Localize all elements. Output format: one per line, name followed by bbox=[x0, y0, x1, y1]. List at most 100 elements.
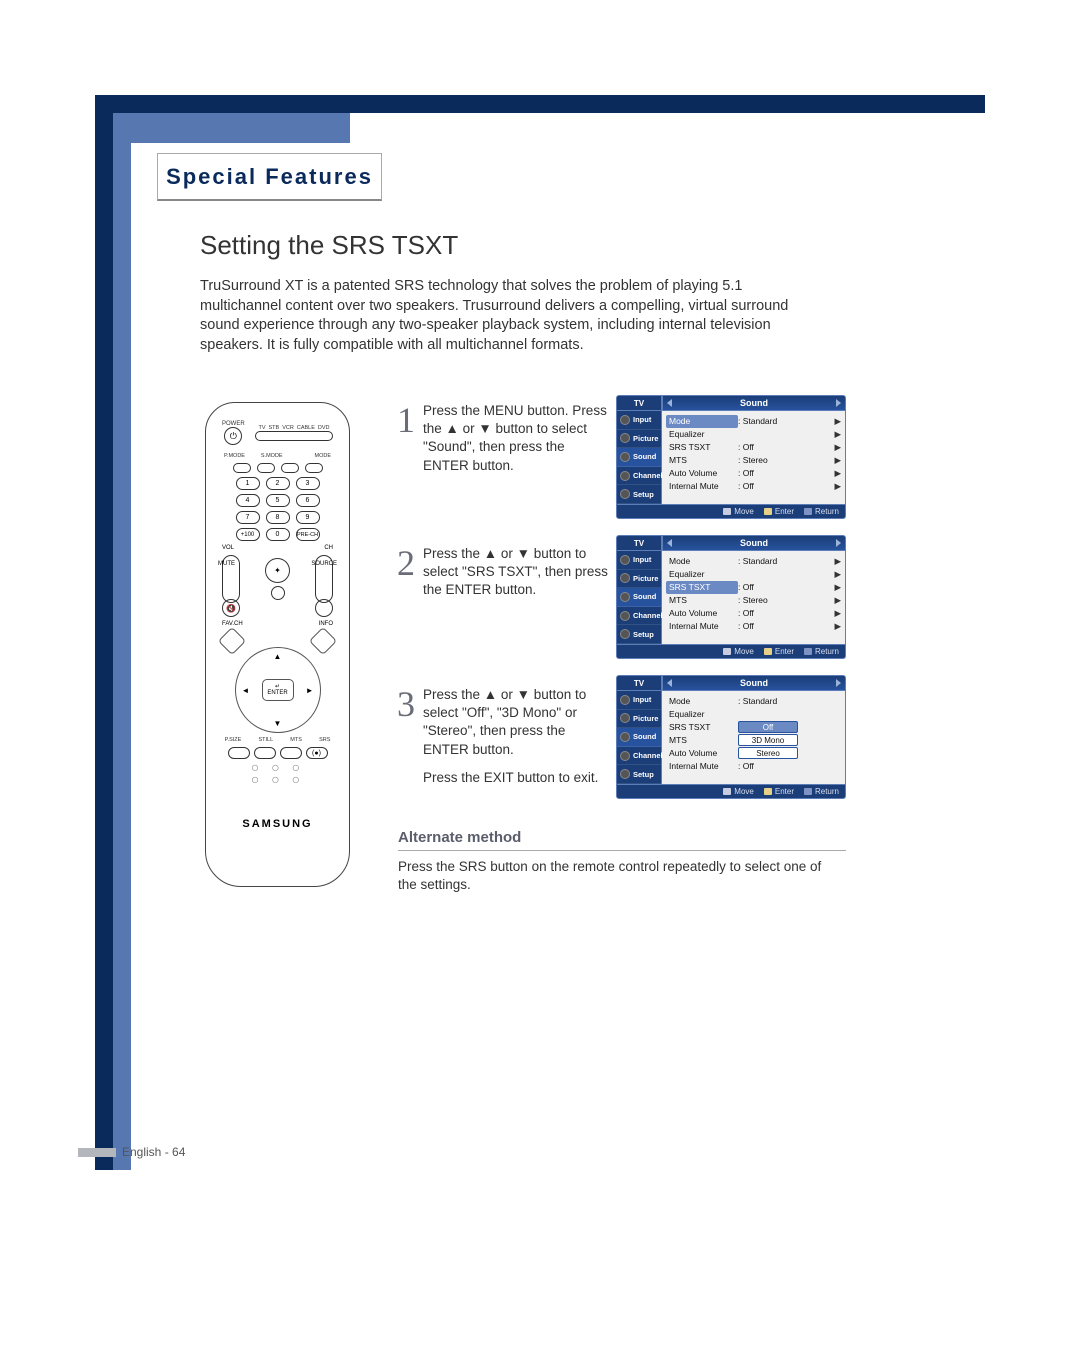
step-number: 3 bbox=[397, 686, 423, 787]
osd-option-stereo: Stereo bbox=[738, 747, 798, 759]
remote-num-2: 2 bbox=[266, 477, 290, 490]
remote-brand: SAMSUNG bbox=[242, 818, 312, 830]
remote-num-5: 5 bbox=[266, 494, 290, 507]
page-footer: English - 64 bbox=[122, 1145, 185, 1159]
osd-option-off: Off bbox=[738, 721, 798, 733]
remote-mode-label: S.MODE bbox=[261, 453, 283, 459]
osd-tab-channel: Channel bbox=[617, 607, 661, 626]
osd-enter-hint: Enter bbox=[764, 787, 794, 796]
setup-icon bbox=[620, 489, 630, 499]
step-2: 2 Press the ▲ or ▼ button to select "SRS… bbox=[397, 545, 612, 600]
remote-dpad-down-icon: ▼ bbox=[274, 719, 282, 728]
osd-tab-setup: Setup bbox=[617, 485, 661, 504]
intro-paragraph: TruSurround XT is a patented SRS technol… bbox=[200, 277, 815, 355]
remote-info-label: INFO bbox=[319, 621, 333, 627]
remote-source-button bbox=[315, 599, 333, 617]
remote-mode-label: P.MODE bbox=[224, 453, 245, 459]
remote-num-8: 8 bbox=[266, 511, 290, 524]
osd-main-panel: Mode: Standard Equalizer SRS TSXTOff MTS… bbox=[662, 691, 846, 785]
remote-enter-button: ↵ENTER bbox=[262, 679, 294, 701]
remote-dpad: ▲ ▼ ◄ ► ↵ENTER bbox=[235, 647, 321, 733]
osd-move-hint: Move bbox=[723, 507, 754, 516]
remote-mode-label: MODE bbox=[314, 453, 331, 459]
osd-sidebar: Input Picture Sound Channel Setup bbox=[616, 691, 662, 785]
page-footer-bar bbox=[78, 1148, 116, 1157]
channel-icon bbox=[620, 611, 630, 621]
remote-num-plus100: +100 bbox=[236, 528, 260, 541]
picture-icon bbox=[620, 573, 630, 583]
osd-sidebar: Input Picture Sound Channel Setup bbox=[616, 551, 662, 645]
osd-title: Sound bbox=[662, 395, 846, 411]
sound-icon bbox=[620, 452, 630, 462]
input-icon bbox=[620, 695, 630, 705]
osd-tab-channel: Channel bbox=[617, 467, 661, 486]
remote-dots-row: ○ ○ ○ bbox=[251, 775, 304, 783]
remote-illustration: POWER ⏻ TV STB VCR CABLE DVD P.MODE S.MO… bbox=[205, 402, 350, 887]
remote-num-1: 1 bbox=[236, 477, 260, 490]
remote-blank-button bbox=[281, 463, 299, 473]
remote-srs-button: (●) bbox=[306, 747, 328, 759]
remote-dpad-up-icon: ▲ bbox=[274, 652, 282, 661]
input-icon bbox=[620, 555, 630, 565]
osd-tab-channel: Channel bbox=[617, 747, 661, 766]
osd-return-hint: Return bbox=[804, 787, 839, 796]
alternate-method-divider bbox=[398, 850, 846, 851]
step-text: Press the MENU button. Press the ▲ or ▼ … bbox=[423, 402, 612, 475]
osd-return-hint: Return bbox=[804, 647, 839, 656]
sound-icon bbox=[620, 732, 630, 742]
step-text: Press the ▲ or ▼ button to select "SRS T… bbox=[423, 545, 612, 600]
remote-mode-button bbox=[305, 463, 323, 473]
osd-tab-sound: Sound bbox=[617, 588, 661, 607]
step-text-line: Press the EXIT button to exit. bbox=[423, 769, 612, 787]
remote-num-7: 7 bbox=[236, 511, 260, 524]
remote-mts-button bbox=[280, 747, 302, 759]
section-title-box: Special Features bbox=[157, 153, 382, 201]
osd-move-hint: Move bbox=[723, 647, 754, 656]
remote-power-button: ⏻ bbox=[224, 427, 242, 445]
remote-mts-label: MTS bbox=[290, 737, 302, 743]
picture-icon bbox=[620, 433, 630, 443]
step-text: Press the ▲ or ▼ button to select "Off",… bbox=[423, 686, 612, 787]
channel-icon bbox=[620, 471, 630, 481]
osd-main-panel: Mode: Standard▶ Equalizer▶ SRS TSXT: Off… bbox=[662, 411, 846, 505]
input-icon bbox=[620, 415, 630, 425]
remote-ch-label: CH bbox=[324, 545, 333, 551]
osd-tv-label: TV bbox=[616, 675, 662, 691]
step-number: 2 bbox=[397, 545, 423, 600]
step-text-line: Press the ▲ or ▼ button to select "Off",… bbox=[423, 686, 612, 759]
osd-tab-setup: Setup bbox=[617, 765, 661, 784]
remote-source-label: SOURCE bbox=[311, 561, 337, 567]
section-title: Special Features bbox=[166, 164, 373, 190]
osd-title: Sound bbox=[662, 675, 846, 691]
osd-move-hint: Move bbox=[723, 787, 754, 796]
osd-tab-picture: Picture bbox=[617, 710, 661, 729]
osd-tab-sound: Sound bbox=[617, 448, 661, 467]
remote-mute-button: 🔇 bbox=[222, 599, 240, 617]
setup-icon bbox=[620, 629, 630, 639]
remote-still-label: STILL bbox=[258, 737, 273, 743]
osd-screenshot-1: TV Sound Input Picture Sound Channel Set… bbox=[616, 395, 846, 519]
remote-prech-button: PRE-CH bbox=[296, 528, 320, 541]
osd-tab-picture: Picture bbox=[617, 430, 661, 449]
osd-tv-label: TV bbox=[616, 395, 662, 411]
osd-tv-label: TV bbox=[616, 535, 662, 551]
remote-num-0: 0 bbox=[266, 528, 290, 541]
osd-screenshot-2: TV Sound Input Picture Sound Channel Set… bbox=[616, 535, 846, 659]
page-subheading: Setting the SRS TSXT bbox=[200, 230, 458, 261]
remote-menu-diamond bbox=[218, 627, 246, 655]
osd-footer: Move Enter Return bbox=[616, 645, 846, 659]
remote-dots-row: ○ ○ ○ bbox=[251, 763, 304, 771]
remote-srs-label: SRS bbox=[319, 737, 330, 743]
remote-vol-label: VOL bbox=[222, 545, 234, 551]
osd-tab-input: Input bbox=[617, 551, 661, 570]
osd-tab-input: Input bbox=[617, 411, 661, 430]
remote-psize-label: P.SIZE bbox=[225, 737, 242, 743]
remote-pmode-button bbox=[233, 463, 251, 473]
osd-main-panel: Mode: Standard▶ Equalizer▶ SRS TSXT: Off… bbox=[662, 551, 846, 645]
step-1: 1 Press the MENU button. Press the ▲ or … bbox=[397, 402, 612, 475]
osd-enter-hint: Enter bbox=[764, 507, 794, 516]
alternate-method-heading: Alternate method bbox=[398, 829, 521, 846]
remote-num-3: 3 bbox=[296, 477, 320, 490]
osd-tab-setup: Setup bbox=[617, 625, 661, 644]
sound-icon bbox=[620, 592, 630, 602]
